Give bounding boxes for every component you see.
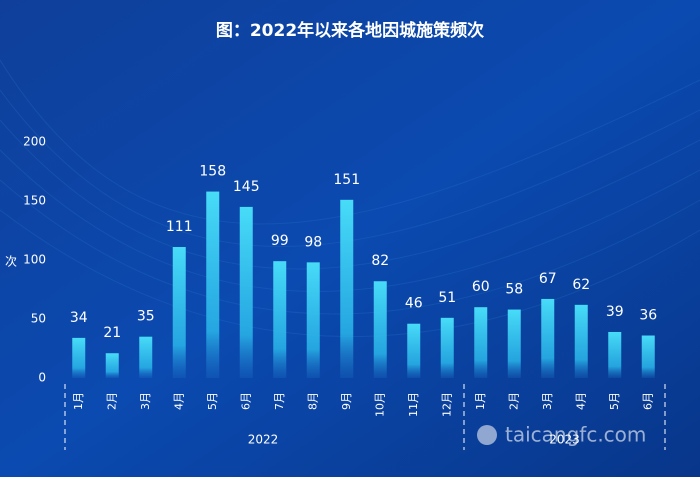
value-label: 34 xyxy=(70,310,88,326)
y-tick-label: 100 xyxy=(23,253,46,267)
bar xyxy=(239,206,253,378)
bar xyxy=(541,298,555,378)
x-tick-label: 12月 xyxy=(440,392,453,417)
value-label: 21 xyxy=(103,325,121,341)
chart-title: 图：2022年以来各地因城施策频次 xyxy=(216,20,484,41)
value-label: 62 xyxy=(572,277,590,293)
group-label: 2023 xyxy=(549,433,580,447)
group-label: 2022 xyxy=(248,433,279,447)
x-tick-label: 5月 xyxy=(206,392,219,410)
bar xyxy=(105,353,119,378)
value-label: 67 xyxy=(539,271,557,287)
value-label: 151 xyxy=(333,172,360,188)
x-tick-label: 1月 xyxy=(474,392,487,410)
bar xyxy=(306,262,320,378)
x-tick-label: 2月 xyxy=(507,392,520,410)
x-tick-label: 6月 xyxy=(641,392,654,410)
watermark-text: taicangfc.com xyxy=(505,423,646,447)
value-label: 39 xyxy=(606,304,624,320)
bar xyxy=(340,199,354,378)
x-tick-label: 8月 xyxy=(306,392,319,410)
watermark-icon xyxy=(477,425,497,445)
bar xyxy=(172,247,186,378)
bar xyxy=(206,191,220,378)
value-label: 158 xyxy=(199,164,226,180)
x-tick-label: 2月 xyxy=(105,392,118,410)
x-tick-label: 4月 xyxy=(172,392,185,410)
value-label: 36 xyxy=(639,308,657,324)
bar xyxy=(474,307,488,378)
value-label: 111 xyxy=(166,219,193,235)
value-label: 35 xyxy=(137,309,155,325)
bar xyxy=(373,281,387,378)
value-label: 82 xyxy=(371,253,389,269)
bar xyxy=(507,309,521,378)
x-tick-label: 1月 xyxy=(72,392,85,410)
x-tick-label: 6月 xyxy=(239,392,252,410)
bar xyxy=(641,335,655,378)
x-tick-label: 3月 xyxy=(541,392,554,410)
x-tick-label: 5月 xyxy=(608,392,621,410)
value-label: 51 xyxy=(438,290,456,306)
x-tick-label: 11月 xyxy=(407,392,420,417)
y-tick-label: 150 xyxy=(23,194,46,208)
value-label: 98 xyxy=(304,234,322,250)
bar xyxy=(574,304,588,378)
x-tick-label: 3月 xyxy=(139,392,152,410)
y-tick-label: 200 xyxy=(23,135,46,149)
value-label: 60 xyxy=(472,279,490,295)
value-label: 99 xyxy=(271,233,289,249)
x-tick-label: 4月 xyxy=(574,392,587,410)
x-tick-label: 10月 xyxy=(373,392,386,417)
bar xyxy=(440,317,454,378)
bar xyxy=(608,331,622,378)
value-label: 46 xyxy=(405,296,423,312)
watermark: taicangfc.com xyxy=(477,423,646,447)
y-axis-label: 次 xyxy=(5,255,17,269)
bar xyxy=(273,261,287,378)
bar xyxy=(139,336,153,378)
bar xyxy=(72,337,86,378)
value-label: 58 xyxy=(505,282,523,298)
x-tick-label: 9月 xyxy=(340,392,353,410)
y-tick-label: 50 xyxy=(31,312,46,326)
x-tick-label: 7月 xyxy=(273,392,286,410)
bar xyxy=(407,323,421,378)
value-label: 145 xyxy=(233,179,260,195)
y-tick-label: 0 xyxy=(38,371,46,385)
